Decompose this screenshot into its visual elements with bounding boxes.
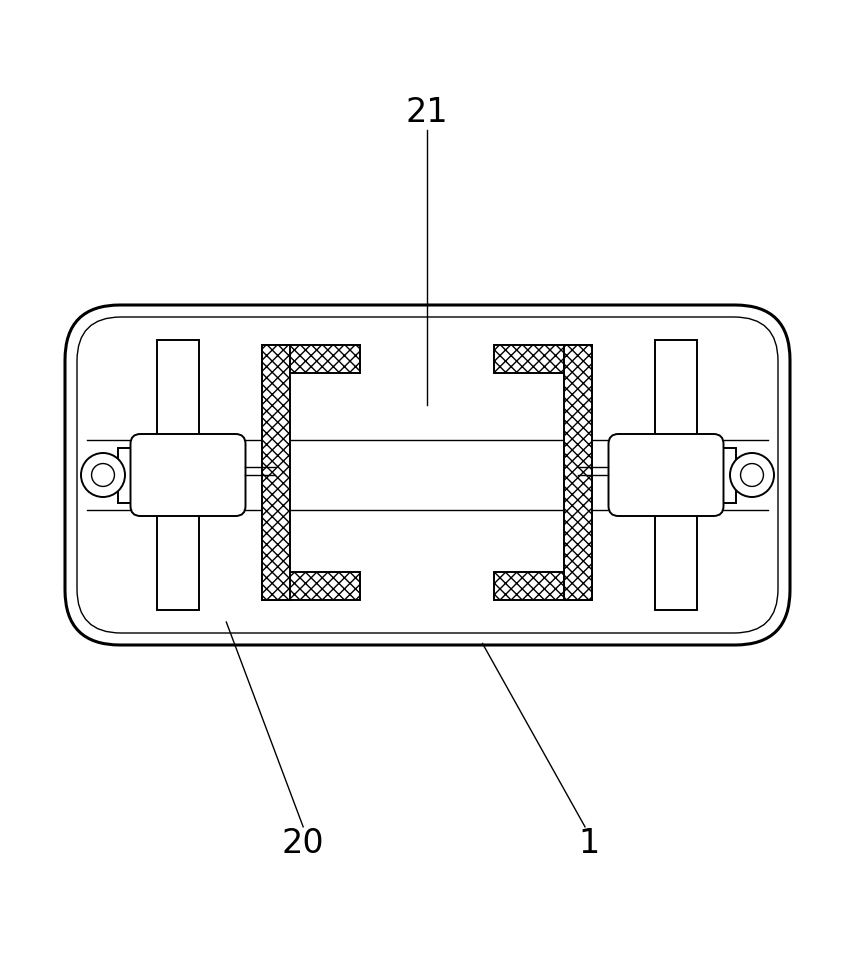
Text: 20: 20 [281,827,324,860]
Bar [563,345,591,600]
Bar [157,340,199,610]
Circle shape [740,463,763,487]
Circle shape [729,453,773,497]
Circle shape [81,453,125,497]
FancyBboxPatch shape [131,434,245,516]
Bar [118,448,238,502]
Bar [262,572,360,600]
FancyBboxPatch shape [65,305,789,645]
FancyBboxPatch shape [77,317,777,633]
Text: 1: 1 [578,827,599,860]
Bar [493,345,591,373]
Circle shape [91,463,114,487]
Bar [654,340,696,610]
FancyBboxPatch shape [608,434,722,516]
Bar [615,448,735,502]
Bar [493,572,591,600]
Bar [262,345,290,600]
Text: 21: 21 [405,96,448,129]
Bar [262,345,360,373]
